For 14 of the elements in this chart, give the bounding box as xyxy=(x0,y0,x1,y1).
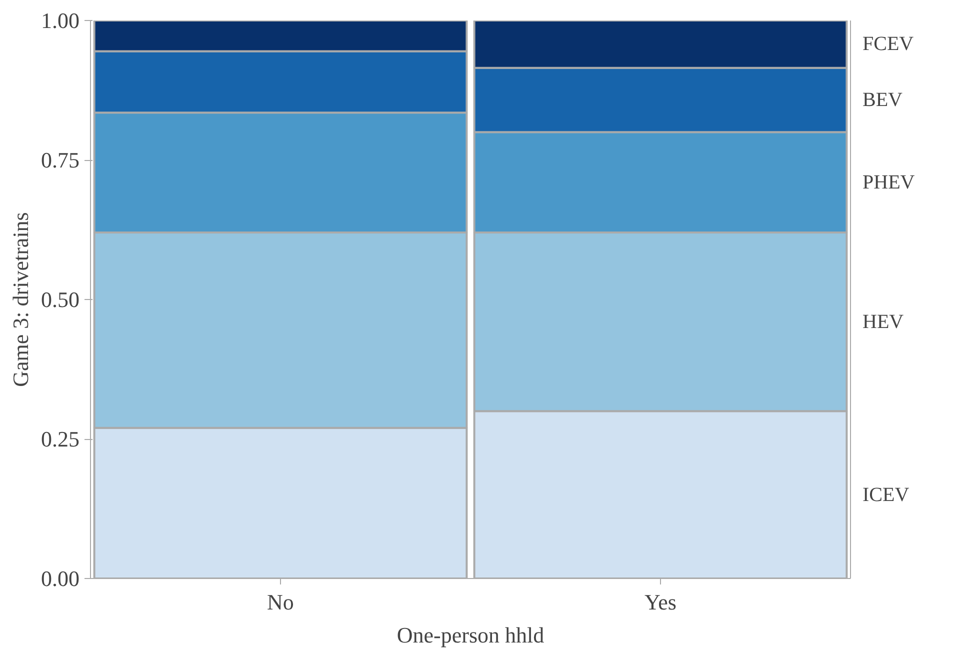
series-label: PHEV xyxy=(862,171,916,194)
series-label: BEV xyxy=(862,89,904,112)
series-label: FCEV xyxy=(862,33,914,56)
y-tick-label: 0.50 xyxy=(41,287,80,312)
y-tick-label: 1.00 xyxy=(41,8,80,33)
y-tick-label: 0.75 xyxy=(41,148,80,172)
y-tick-label: 0.00 xyxy=(41,566,80,591)
x-tick-label: Yes xyxy=(644,590,677,614)
y-axis-title: Game 3: drivetrains xyxy=(8,212,33,387)
x-tick-label: No xyxy=(267,590,294,614)
series-label: ICEV xyxy=(862,484,910,506)
y-tick-label: 0.25 xyxy=(41,426,80,452)
series-label: HEV xyxy=(862,310,904,333)
x-axis-title: One-person hhld xyxy=(396,622,544,648)
